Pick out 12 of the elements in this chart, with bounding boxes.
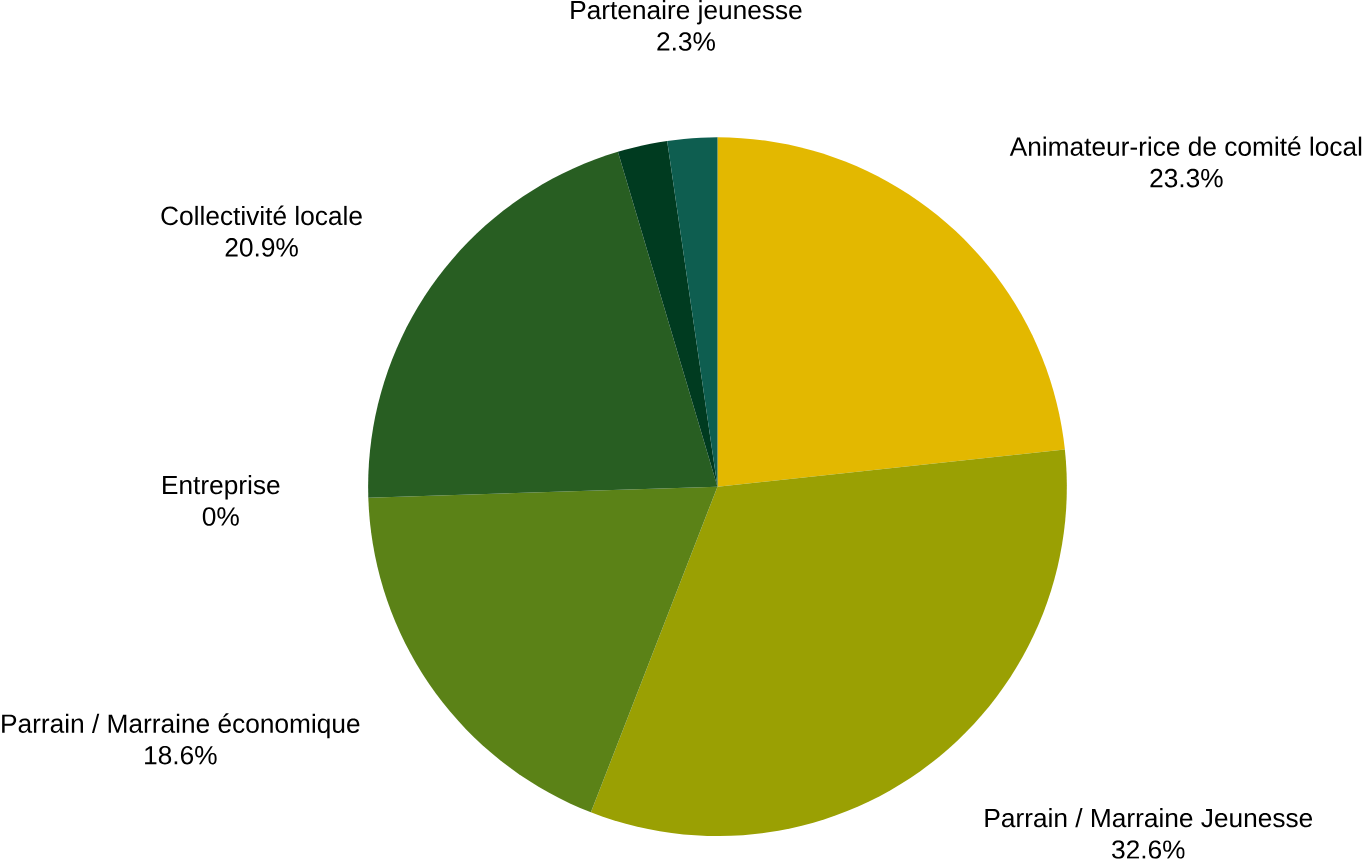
slice-label: Parrain / Marraine économique: [2, 713, 360, 739]
data-label: 32.6%: [1112, 840, 1185, 859]
text: 0%: [202, 507, 239, 526]
data-label: 20.9%: [225, 238, 298, 257]
category-label: Entreprise: [163, 475, 280, 500]
slice-label: Collectivité locale: [161, 205, 362, 226]
data-label: 2.3%: [657, 32, 715, 51]
data-label: 18.6%: [145, 745, 217, 765]
slice-label: Parrain / Marraine Jeunesse: [985, 808, 1313, 828]
slice-label: Partenaire jeunesse: [571, 0, 802, 25]
slice-label: Animateur-rice de comité local: [1009, 136, 1362, 156]
data-label: 23.3%: [1150, 168, 1223, 188]
